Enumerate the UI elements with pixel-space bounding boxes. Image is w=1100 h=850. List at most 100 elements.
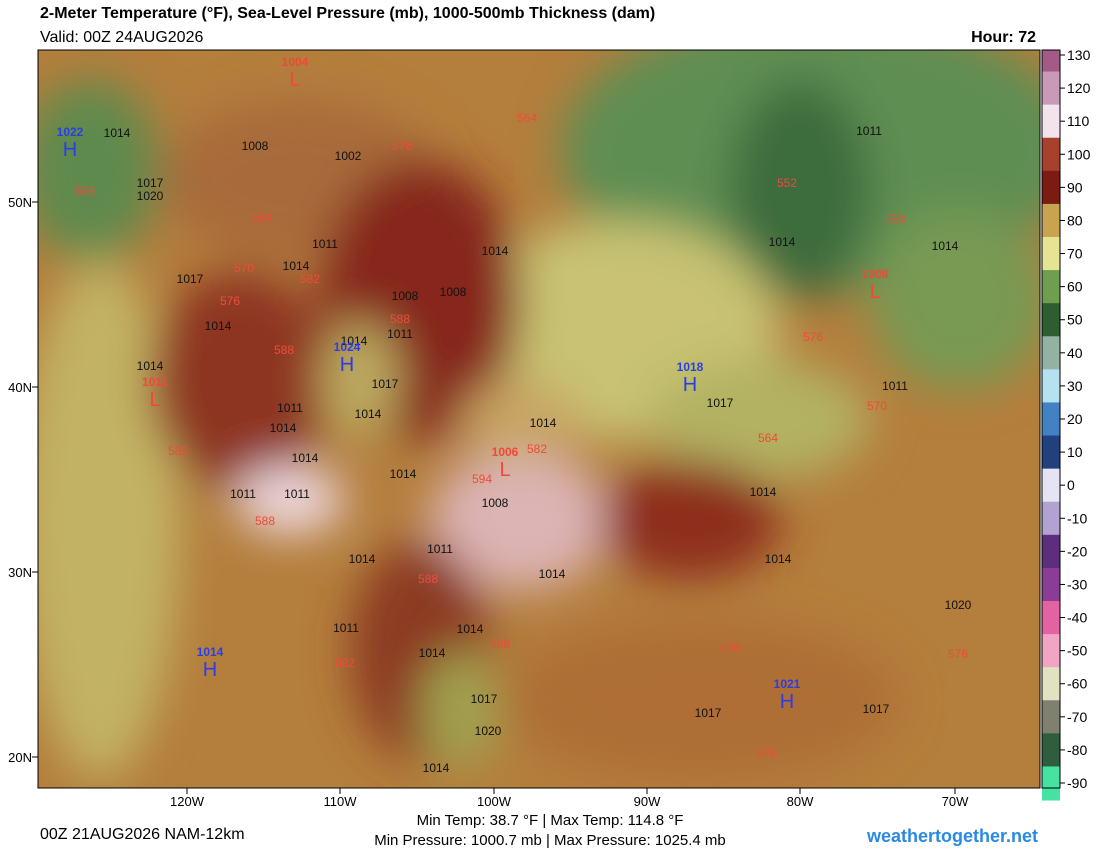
isobar-label: 1014: [270, 421, 297, 435]
thickness-label: 588: [255, 514, 275, 528]
center-pressure: 1021: [774, 677, 801, 691]
map-frame: [37, 49, 1041, 789]
center-letter: H: [780, 691, 794, 713]
isobar-label: 1017: [471, 692, 498, 706]
isobar-label: 1014: [390, 467, 417, 481]
isobar-label: 1014: [769, 235, 796, 249]
isobar-label: 1014: [104, 126, 131, 140]
colorbar-segment: [1042, 667, 1060, 702]
isobar-label: 1011: [882, 379, 908, 393]
model-run: 00Z 21AUG2026 NAM-12km: [40, 826, 245, 843]
isobar-label: 1002: [335, 149, 362, 163]
colorbar-segment: [1042, 501, 1060, 536]
isobar-label: 1011: [312, 237, 338, 251]
thickness-label: 564: [517, 111, 537, 125]
center-pressure: 1011: [142, 375, 168, 389]
thickness-label: 588: [274, 343, 294, 357]
center-letter: L: [499, 459, 510, 481]
thickness-label: 576: [720, 641, 740, 655]
colorbar-label: -70: [1067, 709, 1087, 725]
thickness-label: 564: [252, 211, 272, 225]
colorbar-label: 90: [1067, 179, 1083, 195]
isobar-label: 1011: [230, 487, 256, 501]
isobar-label: 1017: [372, 377, 399, 391]
thickness-label: 558: [75, 184, 95, 198]
thickness-label: 576: [756, 746, 776, 760]
isobar-label: 1011: [333, 621, 359, 635]
colorbar-segment: [1042, 170, 1060, 205]
lat-label: 20N: [8, 750, 32, 765]
colorbar-label: -10: [1067, 510, 1087, 526]
center-pressure: 1018: [677, 360, 704, 374]
pressure-stats: Min Pressure: 1000.7 mb | Max Pressure: …: [374, 832, 726, 849]
colorbar-segment: [1042, 634, 1060, 669]
isobar-label: 1014: [482, 244, 509, 258]
thickness-label: 570: [867, 399, 887, 413]
isobar-label: 1014: [530, 416, 557, 430]
colorbar-label: 50: [1067, 312, 1083, 328]
colorbar-segment: [1042, 237, 1060, 272]
colorbar-label: 120: [1067, 80, 1091, 96]
colorbar-label: 130: [1067, 47, 1091, 63]
site-name: weathertogether.net: [866, 826, 1038, 846]
isobar-label: 1014: [355, 407, 382, 421]
center-letter: H: [63, 139, 77, 161]
colorbar-label: -50: [1067, 643, 1087, 659]
isobar-label: 1008: [392, 289, 419, 303]
isobar-label: 1014: [932, 239, 959, 253]
thickness-label: 576: [948, 647, 968, 661]
thickness-label: 594: [472, 472, 492, 486]
lon-label: 120W: [170, 794, 205, 809]
colorbar-label: 40: [1067, 345, 1083, 361]
colorbar-label: 100: [1067, 146, 1091, 162]
center-pressure: 1004: [282, 55, 309, 69]
center-letter: L: [289, 69, 300, 91]
thickness-label: 576: [392, 139, 412, 153]
colorbar-label: -40: [1067, 610, 1087, 626]
thickness-label: 552: [777, 176, 797, 190]
thickness-label: 588: [490, 637, 510, 651]
isobar-label: 1017: [137, 176, 164, 190]
isobar-label: 1011: [387, 327, 413, 341]
isobar-label: 1014: [349, 552, 376, 566]
lon-label: 70W: [942, 794, 969, 809]
isobar-label: 1017: [177, 272, 204, 286]
lon-label: 110W: [324, 794, 358, 809]
temp-stats: Min Temp: 38.7 °F | Max Temp: 114.8 °F: [416, 812, 684, 829]
center-pressure: 1008: [862, 267, 889, 281]
colorbar-segment: [1042, 336, 1060, 371]
isobar-label: 1008: [242, 139, 269, 153]
colorbar-segment: [1042, 104, 1060, 139]
center-letter: L: [149, 389, 160, 411]
isobar-label: 1008: [440, 285, 467, 299]
isobar-label: 1011: [856, 124, 882, 138]
lat-label: 40N: [8, 380, 32, 395]
thickness-label: 588: [390, 312, 410, 326]
colorbar-label: 30: [1067, 378, 1083, 394]
lat-label: 50N: [8, 195, 32, 210]
colorbar-label: -80: [1067, 742, 1087, 758]
colorbar-segment: [1042, 270, 1060, 305]
lon-label: 90W: [634, 794, 661, 809]
isobar-label: 1014: [750, 485, 777, 499]
thickness-label: 582: [335, 656, 355, 670]
colorbar-segment: [1042, 203, 1060, 238]
center-letter: L: [869, 281, 880, 303]
colorbar-segment: [1042, 468, 1060, 503]
center-pressure: 1014: [197, 645, 224, 659]
colorbar-segment: [1042, 303, 1060, 338]
colorbar-label: 110: [1067, 113, 1090, 129]
colorbar-segment: [1042, 766, 1060, 801]
isobar-label: 1011: [277, 401, 303, 415]
colorbar-label: -90: [1067, 775, 1087, 791]
isobar-label: 1014: [205, 319, 232, 333]
isobar-label: 1017: [863, 702, 890, 716]
colorbar-segment: [1042, 700, 1060, 735]
thickness-label: 570: [234, 261, 254, 275]
lon-label: 100W: [477, 794, 512, 809]
colorbar-segment: [1042, 733, 1060, 768]
isobar-label: 1014: [539, 567, 566, 581]
colorbar-segment: [1042, 534, 1060, 569]
isobar-label: 1014: [292, 451, 319, 465]
